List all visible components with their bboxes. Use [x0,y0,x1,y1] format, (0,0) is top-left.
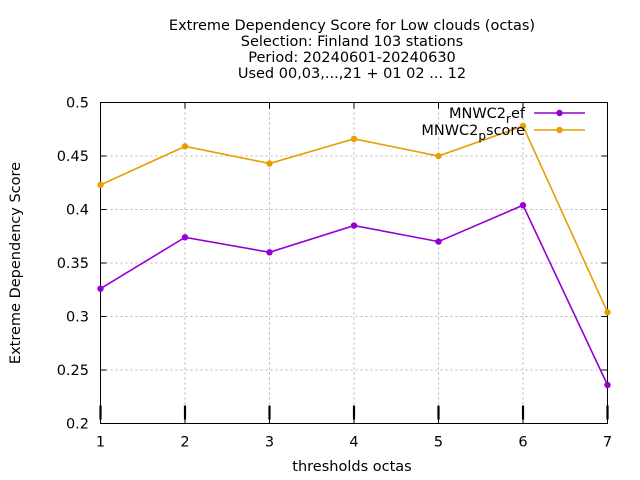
chart-title-line: Selection: Finland 103 stations [241,34,463,50]
y-tick-label: 0.25 [57,363,89,379]
x-tick-label: 3 [265,435,274,451]
legend-swatch-point [556,126,563,134]
data-point [604,381,611,389]
x-tick-labels: 1 2 3 4 5 6 7 [96,435,612,451]
data-point [181,143,189,150]
series [97,122,611,389]
chart-title: Extreme Dependency Score for Low clouds … [169,18,535,82]
chart-title-line: Period: 20240601-20240630 [248,50,456,66]
data-point [350,222,358,229]
data-point [435,152,442,160]
y-tick-label: 0.45 [57,149,89,165]
data-point [97,181,104,189]
data-point [266,160,273,167]
y-tick-labels: 0.2 0.25 0.3 0.35 0.4 0.45 0.5 [57,96,89,433]
legend-label: MNWC2pscore [421,123,525,143]
x-tick-label: 1 [96,435,105,451]
y-tick-label: 0.4 [66,203,89,219]
data-point [519,202,527,209]
x-tick-label: 6 [518,435,527,451]
data-point [181,234,189,241]
y-tick-label: 0.3 [66,310,89,326]
axis-ticks [99,102,609,424]
data-point [350,135,358,143]
chart-title-line: Used 00,03,...,21 + 01 02 ... 12 [238,66,466,82]
data-point [435,238,442,245]
y-axis-label: Extreme Dependency Score [8,162,24,364]
grid [100,102,608,424]
x-tick-label: 4 [349,435,358,451]
x-axis-label: thresholds octas [292,459,411,475]
y-tick-label: 0.5 [66,96,89,112]
chart-title-line: Extreme Dependency Score for Low clouds … [169,18,535,34]
data-point [604,309,611,316]
y-tick-label: 0.35 [57,256,89,272]
legend-swatch-point [556,109,563,117]
data-point [266,249,273,256]
x-tick-label: 2 [180,435,189,451]
x-tick-label: 7 [603,435,612,451]
x-tick-label: 5 [434,435,443,451]
data-point [519,122,527,130]
data-point [97,285,104,292]
y-tick-label: 0.2 [66,417,89,433]
legend-label: MNWC2ref [449,106,526,126]
